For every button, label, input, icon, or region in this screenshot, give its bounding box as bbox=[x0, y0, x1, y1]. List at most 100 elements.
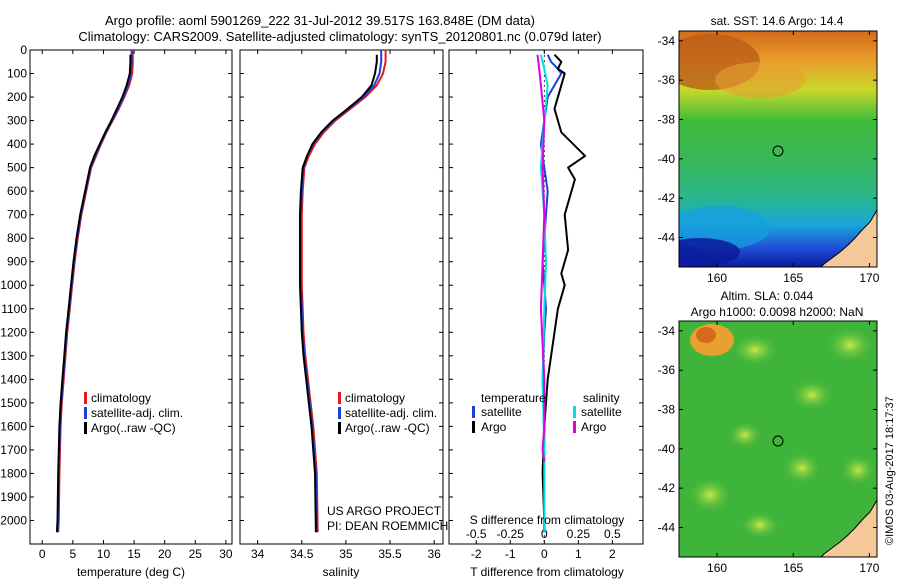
sla-blob bbox=[826, 327, 874, 363]
legend-header-temperature: temperature bbox=[481, 391, 546, 405]
top-tick-label: -0.25 bbox=[497, 527, 525, 541]
sst-cool-patch bbox=[679, 238, 740, 266]
sla-map-axes: 160 165 170 -34 -36 -38 -40 -42 -44 bbox=[658, 321, 880, 575]
legend-label-climatology: climatology bbox=[345, 391, 405, 405]
map-y-tick-label: -38 bbox=[658, 403, 676, 417]
temperature-legend: climatology satellite-adj. clim. Argo(..… bbox=[84, 391, 183, 435]
legend-swatch-t-satellite bbox=[472, 406, 475, 418]
salinity-legend: climatology satellite-adj. clim. Argo(..… bbox=[338, 391, 437, 435]
map-y-tick-label: -40 bbox=[658, 442, 676, 456]
map-y-tick-label: -34 bbox=[658, 324, 676, 338]
legend-label-satellite: satellite-adj. clim. bbox=[91, 406, 183, 420]
header-line-1: Argo profile: aoml 5901269_222 31-Jul-20… bbox=[105, 13, 535, 28]
difference-panel bbox=[448, 49, 644, 545]
temperature-plot: 0 5 10 15 20 25 30 bbox=[30, 49, 233, 561]
map-y-tick-label: -42 bbox=[658, 191, 676, 205]
depth-tick-label: 1000 bbox=[0, 278, 27, 292]
map-y-tick-label: -34 bbox=[658, 34, 676, 48]
top-tick-label: 0.25 bbox=[567, 527, 591, 541]
depth-tick-label: 1600 bbox=[0, 419, 27, 433]
map-y-tick-label: -44 bbox=[658, 521, 676, 535]
depth-tick-label: 2000 bbox=[0, 513, 27, 527]
sla-map bbox=[679, 321, 877, 557]
sst-map-axes: 160 165 170 -34 -36 -38 -40 -42 -44 bbox=[658, 31, 880, 285]
x-tick-label: 1 bbox=[575, 547, 582, 561]
legend-label-t-argo: Argo bbox=[481, 420, 507, 434]
sla-map-subtitle: Argo h1000: 0.0098 h2000: NaN bbox=[691, 305, 864, 319]
depth-tick-label: 1900 bbox=[0, 490, 27, 504]
x-tick-label: 35.5 bbox=[378, 547, 402, 561]
sst-map-frame bbox=[678, 30, 878, 268]
depth-tick-label: 200 bbox=[7, 90, 27, 104]
legend-swatch-s-argo bbox=[573, 421, 576, 433]
x-tick-label: -1 bbox=[505, 547, 516, 561]
sst-warm-patch bbox=[715, 62, 805, 98]
x-tick-label: 34.5 bbox=[290, 547, 314, 561]
map-x-tick-label: 170 bbox=[859, 271, 879, 285]
project-line-1: US ARGO PROJECT bbox=[327, 504, 442, 518]
legend-label-s-satellite: satellite bbox=[581, 405, 622, 419]
sla-blob bbox=[782, 452, 822, 484]
top-tick-label: 0.5 bbox=[604, 527, 621, 541]
salinity-xlabel: salinity bbox=[323, 565, 360, 579]
x-tick-label: 5 bbox=[70, 547, 77, 561]
legend-swatch-t-argo bbox=[472, 421, 475, 433]
sla-blob bbox=[740, 511, 780, 539]
header-line-2: Climatology: CARS2009. Satellite-adjuste… bbox=[78, 29, 601, 44]
depth-tick-label: 1500 bbox=[0, 396, 27, 410]
sla-map-frame bbox=[678, 320, 878, 558]
depth-tick-label: 1200 bbox=[0, 325, 27, 339]
salinity-plot: 34 34.5 35 35.5 36 bbox=[240, 49, 443, 561]
x-tick-label: 15 bbox=[127, 547, 141, 561]
series-line-satellite-adj-clim- bbox=[299, 50, 383, 533]
top-tick-label: 0 bbox=[541, 527, 548, 541]
depth-tick-label: 800 bbox=[7, 231, 27, 245]
legend-label-s-argo: Argo bbox=[581, 420, 607, 434]
x-tick-label: 0 bbox=[39, 547, 46, 561]
sst-map-title: sat. SST: 14.6 Argo: 14.4 bbox=[711, 14, 844, 28]
project-line-2: PI: DEAN ROEMMICH bbox=[327, 519, 448, 533]
imos-credit: ©IMOS 03-Aug-2017 18:17:37 bbox=[884, 396, 896, 545]
sla-argo-marker bbox=[772, 435, 784, 447]
depth-tick-label: 300 bbox=[7, 114, 27, 128]
x-tick-label: 2 bbox=[609, 547, 616, 561]
map-y-tick-label: -42 bbox=[658, 481, 676, 495]
depth-tick-label: 400 bbox=[7, 137, 27, 151]
sla-map-title: Altim. SLA: 0.044 bbox=[721, 289, 814, 303]
legend-label-argo: Argo(..raw -QC) bbox=[345, 421, 430, 435]
map-y-tick-label: -36 bbox=[658, 363, 676, 377]
depth-tick-label: 1300 bbox=[0, 349, 27, 363]
map-y-tick-label: -38 bbox=[658, 113, 676, 127]
legend-label-climatology: climatology bbox=[91, 391, 151, 405]
sla-blob bbox=[688, 477, 732, 513]
series-line-climatology bbox=[57, 50, 134, 533]
map-x-tick-label: 165 bbox=[783, 561, 803, 575]
difference-legend: temperature salinity satellite Argo sate… bbox=[472, 391, 622, 434]
difference-plot: -2 -1 0 1 2 -0.5 -0.25 0 0.25 0.5 bbox=[449, 49, 643, 561]
legend-label-t-satellite: satellite bbox=[481, 405, 522, 419]
sla-blob bbox=[840, 454, 876, 486]
legend-swatch-satellite bbox=[338, 407, 341, 419]
legend-swatch-satellite bbox=[84, 407, 87, 419]
depth-axis: 0 100 200 300 400 500 600 700 800 900 1000 1100 1200… bbox=[0, 43, 27, 527]
series-line-t-argo bbox=[541, 54, 587, 533]
legend-header-salinity: salinity bbox=[583, 391, 620, 405]
depth-tick-label: 100 bbox=[7, 67, 27, 81]
map-y-tick-label: -44 bbox=[658, 231, 676, 245]
series-line-argo-raw-qc- bbox=[299, 54, 378, 533]
map-y-tick-label: -36 bbox=[658, 73, 676, 87]
depth-tick-label: 700 bbox=[7, 208, 27, 222]
x-tick-label: 35 bbox=[339, 547, 353, 561]
map-x-tick-label: 170 bbox=[859, 561, 879, 575]
sst-map bbox=[679, 31, 877, 267]
sla-blob bbox=[731, 334, 779, 366]
salinity-panel bbox=[239, 49, 444, 545]
depth-tick-label: 1100 bbox=[1, 302, 27, 316]
sla-high-patch bbox=[696, 327, 716, 343]
x-tick-label: 30 bbox=[219, 547, 233, 561]
x-tick-label: 25 bbox=[189, 547, 203, 561]
depth-tick-label: 900 bbox=[7, 255, 27, 269]
legend-label-argo: Argo(..raw -QC) bbox=[91, 421, 176, 435]
x-tick-label: 10 bbox=[97, 547, 111, 561]
